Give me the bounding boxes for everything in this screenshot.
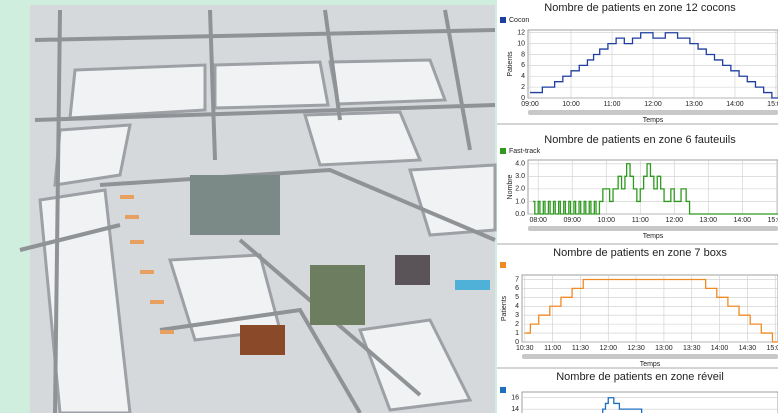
x-axis-label: Temps bbox=[643, 233, 664, 240]
y-tick-label: 12 bbox=[517, 30, 525, 37]
y-tick-label: 10 bbox=[517, 40, 525, 47]
legend-label: Fast-track bbox=[509, 148, 541, 155]
y-tick-label: 1.0 bbox=[515, 198, 525, 205]
x-tick-label: 13:30 bbox=[683, 345, 701, 352]
y-tick-label: 6 bbox=[515, 285, 519, 292]
scrollbar bbox=[528, 110, 778, 115]
chart-title: Nombre de patients en zone 7 boxs bbox=[553, 247, 727, 259]
x-tick-label: 10:00 bbox=[562, 101, 580, 108]
x-tick-label: 15:00 bbox=[766, 345, 778, 352]
chart-panel: Nombre de patients en zone 6 fauteuils 0.… bbox=[497, 123, 778, 240]
legend-swatch bbox=[500, 262, 506, 268]
y-tick-label: 5 bbox=[515, 294, 519, 301]
y-tick-label: 6 bbox=[521, 62, 525, 69]
x-tick-label: 14:00 bbox=[711, 345, 729, 352]
data-line bbox=[524, 278, 778, 343]
scrollbar bbox=[522, 354, 778, 359]
y-axis-label: Patients bbox=[501, 295, 508, 321]
x-axis-label: Temps bbox=[640, 361, 661, 368]
scene-seats bbox=[120, 195, 174, 334]
y-tick-label: 16 bbox=[511, 395, 519, 402]
chart-title: Nombre de patients en zone 12 cocons bbox=[544, 2, 736, 14]
data-line bbox=[602, 397, 643, 413]
data-line bbox=[533, 163, 778, 215]
x-tick-label: 15:00 bbox=[768, 217, 778, 224]
legend-label: Cocon bbox=[509, 17, 529, 24]
y-tick-label: 0 bbox=[515, 339, 519, 346]
y-tick-label: 3 bbox=[515, 312, 519, 319]
scene-rooms bbox=[38, 58, 497, 413]
chart-panel: Nombre de patients en zone 7 boxs 0 1 2 3 4 5 6… bbox=[497, 243, 778, 368]
y-tick-label: 7 bbox=[515, 276, 519, 283]
y-tick-label: 1 bbox=[515, 330, 519, 337]
y-tick-label: 14 bbox=[511, 406, 519, 413]
x-tick-label: 12:00 bbox=[644, 101, 662, 108]
x-tick-label: 15:00 bbox=[767, 101, 778, 108]
x-tick-label: 13:00 bbox=[655, 345, 673, 352]
y-tick-label: 4 bbox=[521, 73, 525, 80]
chart-panel: Nombre de patients en zone 12 cocons 0 2 4 6… bbox=[500, 2, 778, 124]
y-tick-label: 4 bbox=[515, 303, 519, 310]
plot-area bbox=[521, 391, 778, 413]
chart-title: Nombre de patients en zone 6 fauteuils bbox=[544, 134, 736, 146]
x-tick-label: 10:30 bbox=[516, 345, 534, 352]
x-tick-label: 12:30 bbox=[627, 345, 645, 352]
x-tick-label: 10:00 bbox=[597, 217, 615, 224]
x-tick-label: 09:00 bbox=[521, 101, 539, 108]
x-tick-label: 14:30 bbox=[739, 345, 757, 352]
scrollbar bbox=[528, 226, 778, 231]
y-tick-label: 8 bbox=[521, 51, 525, 58]
data-line bbox=[530, 32, 778, 99]
y-tick-label: 2 bbox=[515, 321, 519, 328]
y-tick-label: 3.0 bbox=[515, 173, 525, 180]
y-tick-label: 2 bbox=[521, 84, 525, 91]
x-tick-label: 13:00 bbox=[700, 217, 718, 224]
scene-equipment bbox=[190, 175, 490, 355]
chart-title: Nombre de patients en zone réveil bbox=[556, 371, 724, 383]
chart-panel: Nombre de patients en zone réveil 14 16 bbox=[497, 367, 778, 413]
x-tick-label: 12:00 bbox=[665, 217, 683, 224]
y-axis-label: Nombre bbox=[507, 174, 514, 199]
x-tick-label: 11:00 bbox=[604, 101, 621, 108]
y-tick-label: 4.0 bbox=[515, 161, 525, 168]
x-tick-label: 14:00 bbox=[734, 217, 752, 224]
y-tick-label: 0.0 bbox=[515, 211, 525, 218]
y-tick-label: 0 bbox=[521, 95, 525, 102]
x-axis-label: Temps bbox=[643, 117, 664, 124]
x-tick-label: 08:00 bbox=[529, 217, 547, 224]
x-tick-label: 11:00 bbox=[632, 217, 649, 224]
y-axis-label: Patients bbox=[507, 51, 514, 77]
x-tick-label: 13:00 bbox=[685, 101, 703, 108]
x-tick-label: 11:00 bbox=[544, 345, 561, 352]
x-tick-label: 09:00 bbox=[563, 217, 581, 224]
legend-swatch bbox=[500, 387, 506, 393]
legend-swatch bbox=[500, 17, 506, 23]
legend-swatch bbox=[500, 148, 506, 154]
x-tick-label: 12:00 bbox=[599, 345, 617, 352]
plot-area bbox=[527, 159, 778, 215]
x-tick-label: 11:30 bbox=[572, 345, 589, 352]
x-tick-label: 14:00 bbox=[726, 101, 744, 108]
plot-area bbox=[521, 274, 778, 343]
y-tick-label: 2.0 bbox=[515, 186, 525, 193]
